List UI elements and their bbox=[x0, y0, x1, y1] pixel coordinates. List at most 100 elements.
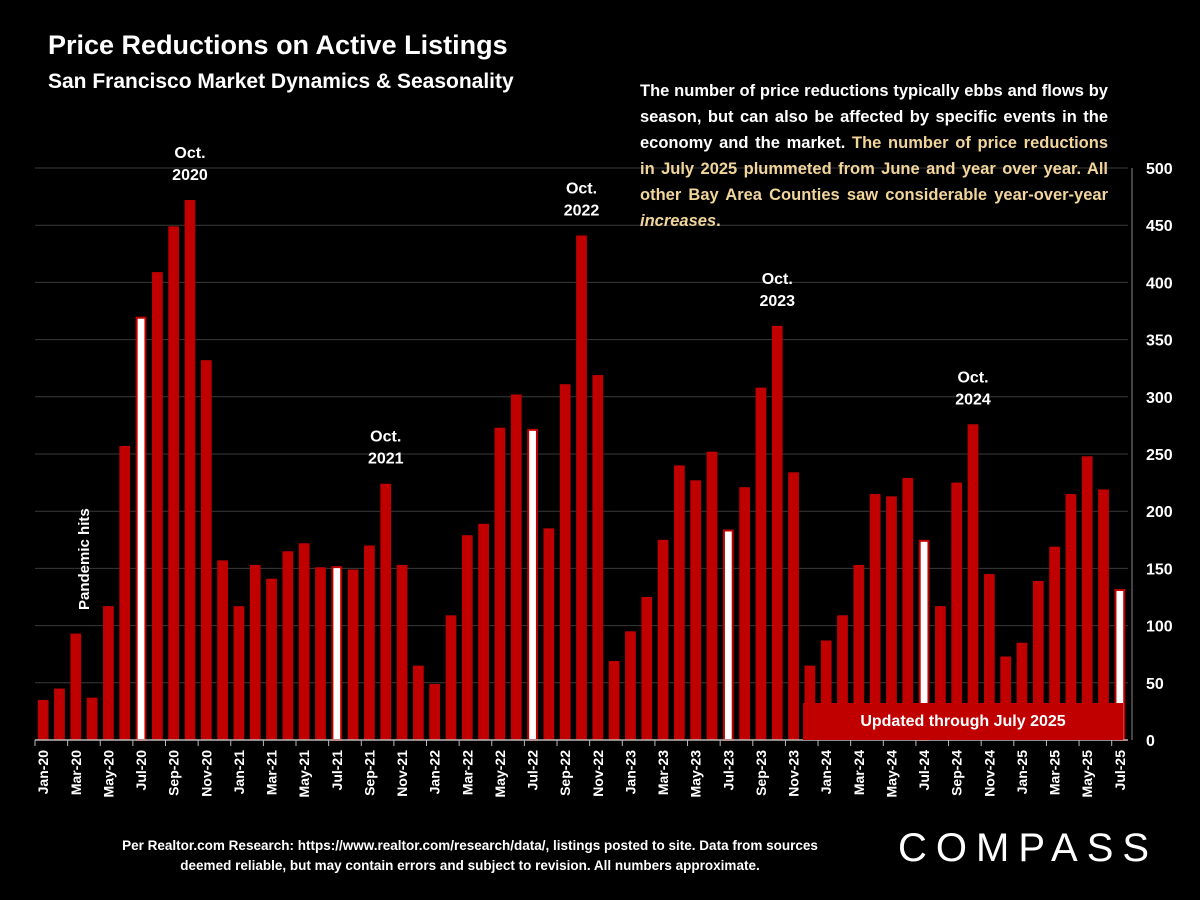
bar-Mar-20 bbox=[70, 633, 82, 740]
x-tick-label: Mar-23 bbox=[655, 750, 671, 795]
bar-Dec-24 bbox=[1000, 656, 1012, 740]
pandemic-annotation: Pandemic hits bbox=[76, 508, 93, 610]
annotation-label: 2020 bbox=[172, 167, 208, 184]
compass-logo: COMPASS bbox=[898, 826, 1159, 870]
y-tick-label: 350 bbox=[1146, 333, 1173, 350]
bar-Feb-24 bbox=[837, 615, 848, 740]
description-highlight-emphasis: increases bbox=[640, 212, 717, 230]
x-tick-label: Jul-23 bbox=[720, 750, 736, 791]
bar-Jun-25 bbox=[1098, 489, 1109, 740]
bar-Feb-25 bbox=[1032, 580, 1044, 740]
y-tick-label: 250 bbox=[1146, 447, 1173, 464]
x-tick-label: Nov-23 bbox=[786, 750, 802, 797]
description-highlight-end: . bbox=[716, 212, 721, 230]
x-tick-label: Mar-25 bbox=[1047, 750, 1063, 795]
updated-banner: Updated through July 2025 bbox=[803, 703, 1123, 740]
bar-Sep-22 bbox=[559, 384, 571, 740]
x-tick-label: May-20 bbox=[100, 750, 116, 798]
bar-May-25 bbox=[1081, 456, 1093, 740]
bar-Dec-22 bbox=[608, 661, 620, 740]
bar-Nov-21 bbox=[396, 564, 408, 740]
x-tick-label: May-24 bbox=[883, 750, 899, 798]
bar-Sep-21 bbox=[364, 545, 375, 740]
bar-Jun-22 bbox=[510, 394, 522, 740]
x-tick-label: Nov-24 bbox=[981, 750, 997, 797]
bar-Jan-25 bbox=[1016, 642, 1028, 740]
x-tick-label: Jan-25 bbox=[1014, 750, 1030, 795]
annotation-label: Oct. bbox=[566, 180, 597, 197]
bar-Jun-21 bbox=[315, 567, 326, 740]
bar-Jan-21 bbox=[233, 606, 245, 740]
chart-subtitle: San Francisco Market Dynamics & Seasonal… bbox=[48, 70, 514, 93]
bar-Oct-20 bbox=[184, 200, 196, 741]
bar-Apr-22 bbox=[478, 523, 490, 740]
bar-Sep-23 bbox=[755, 387, 767, 740]
bar-May-23 bbox=[690, 480, 702, 740]
bar-Dec-20 bbox=[217, 560, 228, 740]
bar-Oct-21 bbox=[380, 483, 392, 740]
bar-Mar-23 bbox=[657, 539, 669, 740]
annotation-label: Oct. bbox=[174, 145, 205, 162]
annotation-label: 2024 bbox=[955, 391, 991, 408]
bar-Aug-24 bbox=[935, 606, 946, 740]
y-tick-label: 100 bbox=[1146, 619, 1173, 636]
x-tick-label: Mar-20 bbox=[68, 750, 84, 795]
description-normal: The number of price reductions typically… bbox=[640, 82, 1108, 152]
bar-May-22 bbox=[494, 427, 506, 740]
bar-Sep-24 bbox=[951, 482, 963, 740]
bar-Nov-20 bbox=[200, 360, 212, 740]
x-tick-label: Sep-21 bbox=[361, 750, 377, 796]
y-tick-label: 50 bbox=[1146, 676, 1164, 693]
bar-Aug-21 bbox=[347, 569, 359, 740]
x-tick-label: Sep-22 bbox=[557, 750, 573, 796]
bar-Oct-23 bbox=[771, 325, 783, 740]
bar-Jun-23 bbox=[706, 451, 718, 740]
x-tick-label: Sep-24 bbox=[949, 750, 965, 796]
x-tick-label: Jan-22 bbox=[427, 750, 443, 795]
x-tick-label: Jul-24 bbox=[916, 750, 932, 791]
x-tick-label: Sep-20 bbox=[166, 750, 182, 796]
bar-Dec-23 bbox=[804, 665, 816, 740]
bar-Apr-24 bbox=[869, 494, 881, 740]
y-tick-label: 500 bbox=[1146, 161, 1173, 178]
x-tick-label: Jul-22 bbox=[525, 750, 541, 791]
bar-Apr-25 bbox=[1065, 494, 1077, 740]
x-tick-label: Jan-21 bbox=[231, 750, 247, 795]
annotation-label: Oct. bbox=[370, 429, 401, 446]
y-tick-label: 400 bbox=[1146, 275, 1173, 292]
x-tick-label: Nov-22 bbox=[590, 750, 606, 797]
x-tick-label: Mar-21 bbox=[264, 750, 280, 795]
bar-Aug-23 bbox=[739, 487, 751, 740]
bar-Jun-20 bbox=[119, 445, 131, 740]
bar-Nov-24 bbox=[983, 574, 995, 740]
annotation-label: Oct. bbox=[762, 271, 793, 288]
bar-May-21 bbox=[298, 543, 310, 740]
bar-Jan-24 bbox=[820, 640, 832, 740]
bar-Dec-21 bbox=[412, 665, 424, 740]
chart-title: Price Reductions on Active Listings bbox=[48, 30, 508, 60]
bar-Mar-24 bbox=[853, 564, 865, 740]
bar-Feb-20 bbox=[54, 688, 65, 740]
x-tick-label: Nov-21 bbox=[394, 750, 410, 797]
y-tick-label: 200 bbox=[1146, 504, 1173, 521]
bar-Oct-24 bbox=[967, 424, 979, 740]
x-tick-label: Sep-23 bbox=[753, 750, 769, 796]
x-tick-label: May-23 bbox=[688, 750, 704, 798]
bar-Jul-21 bbox=[331, 566, 343, 741]
bar-Aug-20 bbox=[151, 272, 163, 740]
x-tick-label: Jan-24 bbox=[818, 750, 834, 795]
bar-May-20 bbox=[103, 606, 114, 740]
bar-Mar-21 bbox=[266, 578, 277, 740]
bar-Nov-23 bbox=[788, 472, 799, 740]
y-tick-label: 300 bbox=[1146, 390, 1173, 407]
bar-Sep-20 bbox=[168, 226, 180, 740]
bar-Feb-22 bbox=[445, 615, 457, 740]
x-tick-label: Mar-22 bbox=[459, 750, 475, 795]
x-tick-label: Jul-21 bbox=[329, 750, 345, 791]
bar-Jun-24 bbox=[902, 478, 914, 740]
bar-Apr-20 bbox=[86, 697, 98, 740]
source-footnote: Per Realtor.com Research: https://www.re… bbox=[122, 838, 818, 873]
bar-Feb-23 bbox=[641, 597, 653, 740]
bar-Jul-22 bbox=[527, 428, 538, 741]
